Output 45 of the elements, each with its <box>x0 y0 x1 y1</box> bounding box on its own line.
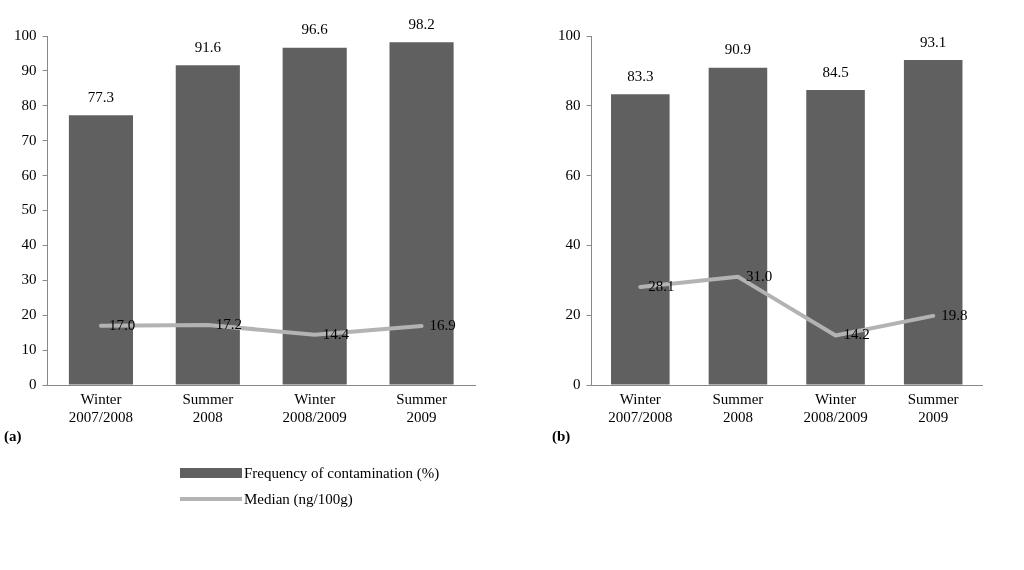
x-tick-label: Summer 2009 <box>907 390 959 425</box>
y-tick-label: 0 <box>573 375 581 392</box>
data-label: 28.1 <box>648 277 675 294</box>
bar <box>68 115 133 385</box>
bar <box>389 42 454 385</box>
text: (a) <box>4 428 22 445</box>
data-label: 77.3 <box>87 88 115 105</box>
data-label: 96.6 <box>301 21 329 38</box>
x-tick-label: Winter 2008/2009 <box>803 390 868 425</box>
data-label: 84.5 <box>822 63 849 80</box>
y-tick-label: 0 <box>29 375 37 392</box>
x-tick-label: Summer 2008 <box>712 390 764 425</box>
legend-label: Median (ng/100g) <box>244 490 353 508</box>
y-tick-label: 10 <box>21 341 37 358</box>
text: (b) <box>552 428 571 445</box>
y-tick-label: 60 <box>565 166 581 183</box>
data-label: 98.2 <box>408 15 435 32</box>
y-tick-label: 70 <box>21 131 37 148</box>
data-label: 93.1 <box>920 33 947 50</box>
data-label: 83.3 <box>627 67 654 84</box>
y-tick-label: 80 <box>21 96 37 113</box>
data-label: 17.0 <box>108 316 136 333</box>
data-label: 90.9 <box>724 41 752 58</box>
y-tick-label: 40 <box>21 236 37 253</box>
data-label: 91.6 <box>194 38 222 55</box>
bar <box>282 47 347 385</box>
bar <box>175 65 240 385</box>
y-tick-label: 20 <box>565 306 581 323</box>
x-tick-label: Winter 2007/2008 <box>608 390 673 425</box>
data-label: 17.2 <box>215 315 243 332</box>
y-tick-label: 100 <box>14 26 37 43</box>
data-label: 14.4 <box>322 325 350 342</box>
legend-label: Frequency of contamination (%) <box>244 464 440 482</box>
y-tick-label: 60 <box>21 166 37 183</box>
y-tick-label: 90 <box>21 61 37 78</box>
x-tick-label: Summer 2008 <box>182 390 234 425</box>
y-tick-label: 50 <box>21 201 37 218</box>
y-tick-label: 100 <box>558 26 581 43</box>
y-tick-label: 30 <box>21 271 37 288</box>
y-tick-label: 40 <box>565 236 581 253</box>
y-tick-label: 20 <box>21 306 37 323</box>
x-tick-label: Summer 2009 <box>396 390 447 425</box>
x-tick-label: Winter 2008/2009 <box>282 390 347 425</box>
y-tick-label: 80 <box>565 96 581 113</box>
x-tick-label: Winter 2007/2008 <box>68 390 134 425</box>
